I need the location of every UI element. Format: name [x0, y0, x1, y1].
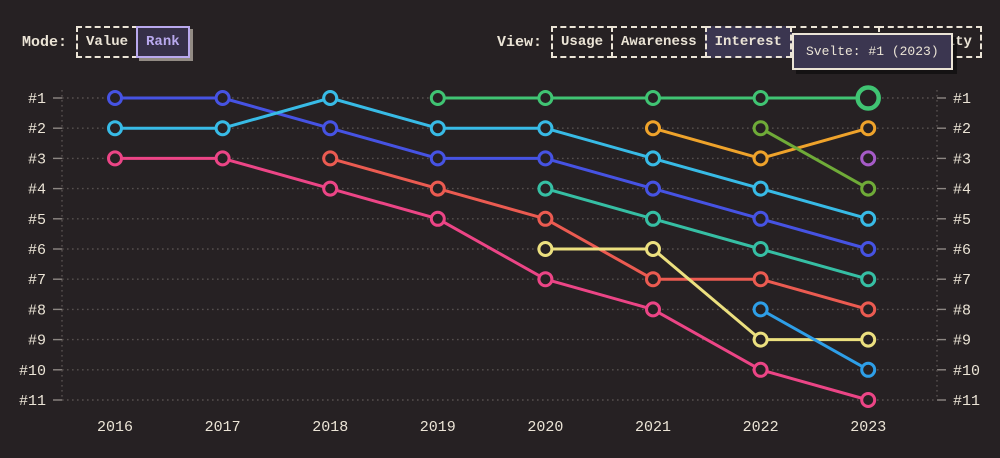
- data-point-light-blue-2022[interactable]: [752, 301, 769, 318]
- data-point-pink-2020[interactable]: [537, 271, 554, 288]
- mode-label: Mode:: [22, 33, 68, 51]
- x-axis-label: 2020: [527, 419, 563, 436]
- data-point-cyan-2020[interactable]: [537, 120, 554, 137]
- mode-selector: Mode: Value Rank: [22, 26, 190, 58]
- tooltip: Svelte: #1 (2023): [792, 33, 953, 70]
- x-axis-label: 2016: [97, 419, 133, 436]
- y-axis-label-right: #5: [953, 212, 971, 229]
- view-button-interest[interactable]: Interest: [704, 26, 792, 58]
- data-point-svelte-green-2021[interactable]: [645, 90, 661, 106]
- y-axis-label-left: #10: [19, 363, 46, 380]
- y-axis-label-right: #8: [953, 302, 971, 319]
- data-point-cyan-2021[interactable]: [645, 150, 661, 167]
- series-line-pink: [113, 156, 870, 402]
- data-point-light-blue-2023[interactable]: [860, 361, 877, 378]
- data-point-coral-red-2021[interactable]: [645, 271, 661, 288]
- data-point-amber-2023[interactable]: [860, 120, 877, 137]
- data-point-svelte-green-2023[interactable]: [855, 85, 881, 111]
- data-point-pink-2019[interactable]: [429, 210, 446, 227]
- y-axis-label-left: #5: [28, 212, 46, 229]
- y-axis-label-left: #2: [28, 121, 46, 138]
- data-point-royal-blue-2020[interactable]: [537, 150, 554, 167]
- view-button-awareness[interactable]: Awareness: [611, 26, 707, 58]
- data-point-purple-2023[interactable]: [860, 150, 877, 167]
- x-axis-label: 2021: [635, 419, 671, 436]
- y-axis-label-right: #6: [953, 242, 971, 259]
- data-point-royal-blue-2018[interactable]: [322, 120, 339, 137]
- x-axis-label: 2019: [420, 419, 456, 436]
- mode-button-value[interactable]: Value: [76, 26, 139, 58]
- y-axis-label-right: #9: [953, 333, 971, 350]
- data-point-olive-green-2023[interactable]: [860, 180, 877, 197]
- y-axis-label-left: #1: [28, 91, 46, 108]
- data-point-royal-blue-2022[interactable]: [752, 210, 769, 227]
- data-point-coral-red-2019[interactable]: [429, 180, 446, 197]
- data-point-teal-2021[interactable]: [645, 210, 661, 227]
- x-axis-label: 2022: [743, 419, 779, 436]
- data-point-pink-2016[interactable]: [107, 150, 123, 167]
- data-point-cyan-2023[interactable]: [860, 210, 877, 227]
- data-point-coral-red-2023[interactable]: [860, 301, 877, 318]
- series-line-olive-green: [759, 126, 870, 191]
- y-axis-label-left: #11: [19, 393, 46, 410]
- series-line-coral-red: [328, 156, 870, 311]
- data-point-pink-2018[interactable]: [322, 180, 339, 197]
- y-axis-label-right: #11: [953, 393, 980, 410]
- data-point-teal-2020[interactable]: [537, 180, 554, 197]
- data-point-royal-blue-2017[interactable]: [214, 90, 231, 106]
- data-point-svelte-green-2019[interactable]: [429, 90, 446, 106]
- data-point-olive-green-2022[interactable]: [752, 120, 769, 137]
- y-axis-label-right: #10: [953, 363, 980, 380]
- data-point-pink-2021[interactable]: [645, 301, 661, 318]
- data-point-yellow-2023[interactable]: [860, 331, 877, 348]
- data-point-teal-2023[interactable]: [860, 271, 877, 288]
- data-point-coral-red-2018[interactable]: [322, 150, 339, 167]
- data-point-cyan-2017[interactable]: [214, 120, 231, 137]
- data-point-coral-red-2020[interactable]: [537, 210, 554, 227]
- y-axis-label-left: #4: [28, 182, 46, 199]
- series-line-teal: [543, 187, 870, 281]
- data-point-teal-2022[interactable]: [752, 241, 769, 257]
- data-point-amber-2021[interactable]: [645, 120, 661, 137]
- data-point-yellow-2020[interactable]: [537, 241, 554, 257]
- y-axis-label-right: #3: [953, 151, 971, 168]
- x-axis-label: 2017: [205, 419, 241, 436]
- y-axis-label-left: #6: [28, 242, 46, 259]
- y-axis-label-right: #7: [953, 272, 971, 289]
- y-axis-label-left: #8: [28, 302, 46, 319]
- y-axis-label-left: #3: [28, 151, 46, 168]
- data-point-amber-2022[interactable]: [752, 150, 769, 167]
- y-axis-label-right: #4: [953, 182, 971, 199]
- data-point-royal-blue-2021[interactable]: [645, 180, 661, 197]
- data-point-pink-2023[interactable]: [860, 392, 877, 408]
- data-point-coral-red-2022[interactable]: [752, 271, 769, 288]
- data-point-pink-2022[interactable]: [752, 361, 769, 378]
- data-point-royal-blue-2019[interactable]: [429, 150, 446, 167]
- y-axis-label-left: #7: [28, 272, 46, 289]
- series-line-light-blue: [759, 307, 870, 372]
- mode-button-rank[interactable]: Rank: [136, 26, 190, 58]
- data-point-royal-blue-2023[interactable]: [860, 241, 877, 257]
- data-point-svelte-green-2020[interactable]: [537, 90, 554, 106]
- view-button-usage[interactable]: Usage: [551, 26, 614, 58]
- data-point-svelte-green-2022[interactable]: [752, 90, 769, 106]
- series-line-royal-blue: [113, 96, 870, 251]
- data-point-cyan-2016[interactable]: [107, 120, 123, 137]
- x-axis-label: 2023: [850, 419, 886, 436]
- y-axis-label-right: #1: [953, 91, 971, 108]
- series-line-cyan: [113, 96, 870, 221]
- x-axis-label: 2018: [312, 419, 348, 436]
- data-point-yellow-2022[interactable]: [752, 331, 769, 348]
- data-point-cyan-2019[interactable]: [429, 120, 446, 137]
- data-point-royal-blue-2016[interactable]: [107, 90, 123, 106]
- data-point-cyan-2018[interactable]: [322, 90, 339, 106]
- data-point-cyan-2022[interactable]: [752, 180, 769, 197]
- y-axis-label-left: #9: [28, 333, 46, 350]
- view-label: View:: [497, 33, 543, 51]
- data-point-yellow-2021[interactable]: [645, 241, 661, 257]
- y-axis-label-right: #2: [953, 121, 971, 138]
- data-point-pink-2017[interactable]: [214, 150, 231, 167]
